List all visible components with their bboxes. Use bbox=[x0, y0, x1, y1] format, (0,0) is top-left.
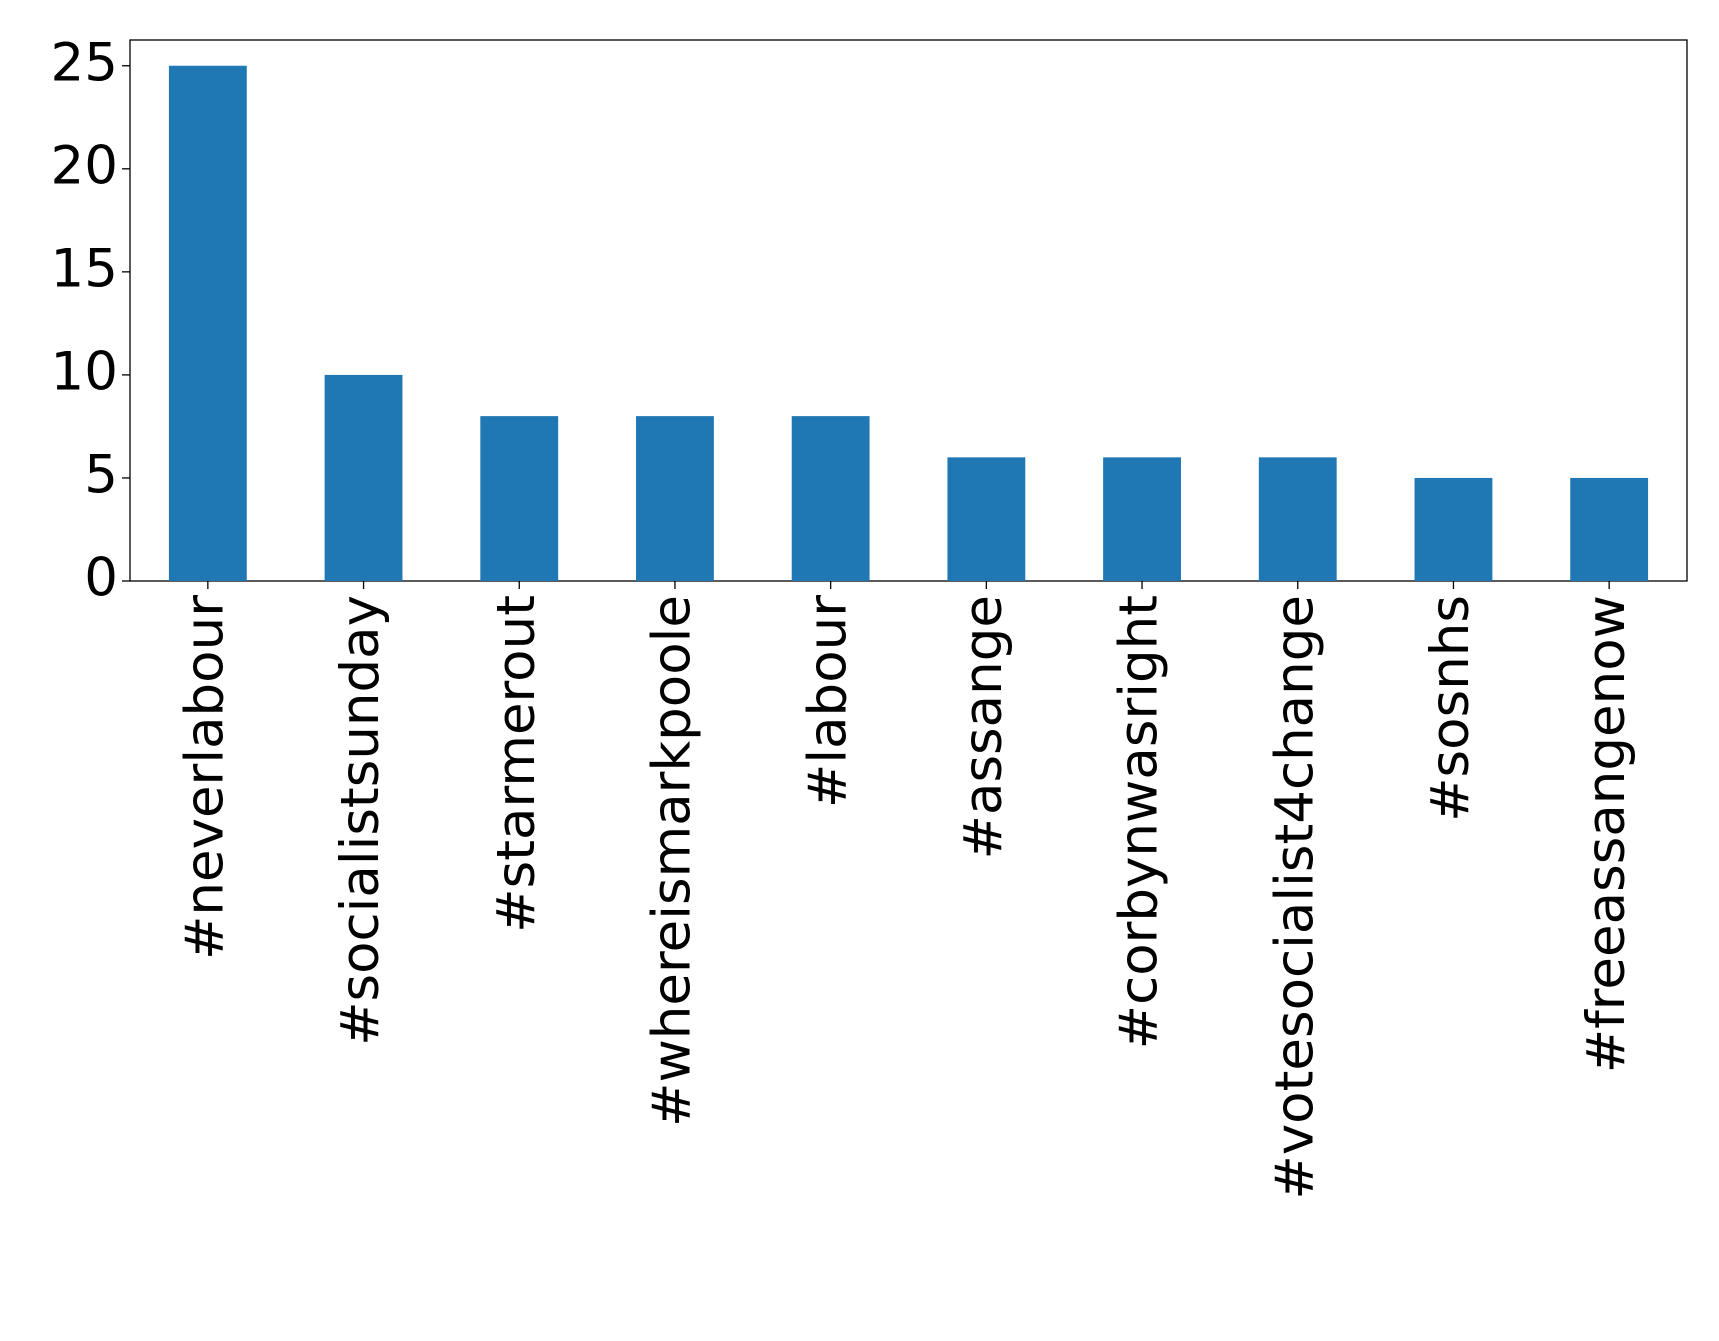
x-tick-label: #neverlabour bbox=[174, 595, 235, 960]
bar bbox=[947, 457, 1026, 581]
x-tick-label: #starmerout bbox=[486, 595, 547, 933]
y-tick-label: 15 bbox=[51, 238, 118, 299]
y-tick-label: 25 bbox=[51, 32, 118, 93]
x-tick-label: #labour bbox=[797, 595, 858, 808]
bar bbox=[1570, 477, 1649, 581]
bar bbox=[324, 374, 403, 581]
bar bbox=[480, 416, 559, 581]
bar bbox=[791, 416, 870, 581]
y-tick-label: 0 bbox=[84, 548, 118, 609]
x-tick-label: #sosnhs bbox=[1420, 595, 1481, 822]
x-tick-label: #freeassangenow bbox=[1576, 595, 1637, 1073]
x-tick-label: #assange bbox=[953, 595, 1014, 859]
bar bbox=[1103, 457, 1181, 581]
plot-frame bbox=[129, 39, 1688, 582]
x-tick-label: #whereismarkpoole bbox=[642, 595, 703, 1127]
bar bbox=[168, 65, 247, 581]
x-tick-label: #votesocialist4change bbox=[1264, 595, 1325, 1200]
y-tick-label: 10 bbox=[51, 342, 118, 403]
bar bbox=[636, 416, 714, 581]
x-tick-label: #socialistsunday bbox=[330, 595, 391, 1046]
y-tick-label: 20 bbox=[51, 135, 118, 196]
y-tick-label: 5 bbox=[84, 445, 118, 506]
x-tick-label: #corbynwasright bbox=[1109, 595, 1170, 1049]
bar bbox=[1258, 457, 1337, 581]
bar bbox=[1414, 477, 1493, 581]
